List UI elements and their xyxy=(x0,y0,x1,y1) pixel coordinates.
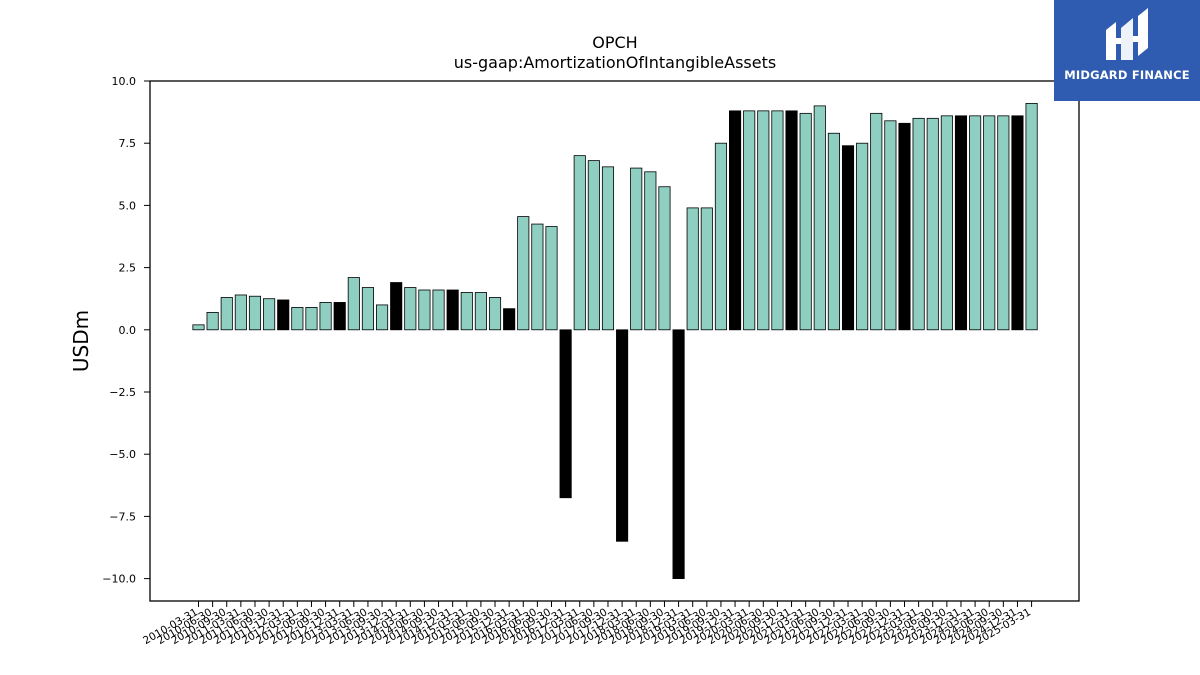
bar-2021-09-30 xyxy=(827,132,840,331)
bar-2019-03-31 xyxy=(686,207,699,331)
bar-2015-06-30 xyxy=(474,292,487,331)
y-tick-label: 0.0 xyxy=(119,324,137,337)
bar-2012-09-30 xyxy=(319,302,332,331)
bar-2016-03-31 xyxy=(517,216,530,331)
bar-2023-06-30 xyxy=(926,117,939,331)
bar-2024-12-31 xyxy=(1011,115,1024,331)
midgard-logo-icon xyxy=(1106,8,1148,60)
bar-2021-03-31 xyxy=(799,112,812,331)
chart-title: OPCH xyxy=(592,33,637,52)
bars-group xyxy=(192,102,1038,579)
bar-2014-03-31 xyxy=(404,287,417,331)
bar-2021-06-30 xyxy=(813,105,826,331)
bar-2023-09-30 xyxy=(940,115,953,331)
bar-2020-03-31 xyxy=(743,110,756,331)
y-axis-ticks: 10.0 7.5 5.0 2.5 0.0 −2.5 −5.0 −7.5 −10.0 xyxy=(102,75,150,586)
bar-2018-06-30 xyxy=(644,171,657,331)
y-tick-label: 10.0 xyxy=(112,75,137,88)
bar-2020-06-30 xyxy=(757,110,770,331)
bar-2012-06-30 xyxy=(305,307,318,331)
bar-2017-06-30 xyxy=(587,160,600,331)
bar-2022-09-30 xyxy=(884,120,897,331)
y-tick-label: 2.5 xyxy=(119,262,137,275)
bar-2010-09-30 xyxy=(220,297,233,331)
bar-2010-03-31 xyxy=(192,324,205,331)
bar-2014-09-30 xyxy=(432,289,445,331)
bar-2014-06-30 xyxy=(418,289,431,331)
bar-2022-03-31 xyxy=(856,142,869,331)
bar-2011-06-30 xyxy=(248,295,262,331)
bar-2017-12-31 xyxy=(616,329,629,542)
plot-frame xyxy=(149,80,1080,602)
bar-2010-06-30 xyxy=(206,311,219,331)
bar-2013-06-30 xyxy=(361,287,374,331)
y-tick-label: −7.5 xyxy=(109,510,136,523)
bar-2015-09-30 xyxy=(488,297,502,331)
bar-2013-03-31 xyxy=(347,277,360,331)
bar-2017-03-31 xyxy=(573,155,586,331)
chart-subtitle: us-gaap:AmortizationOfIntangibleAssets xyxy=(454,53,776,72)
bar-2024-03-31 xyxy=(969,115,982,331)
bar-2012-12-31 xyxy=(333,302,346,331)
bar-2015-03-31 xyxy=(460,292,473,331)
y-axis-label: USDm xyxy=(69,310,93,372)
y-tick-label: 5.0 xyxy=(119,199,137,212)
bar-2011-09-30 xyxy=(263,298,276,331)
bar-2019-09-30 xyxy=(714,142,727,331)
bar-2016-12-31 xyxy=(559,329,572,499)
bar-2022-12-31 xyxy=(898,122,911,331)
bar-2019-06-30 xyxy=(700,207,713,331)
bar-2018-12-31 xyxy=(672,329,685,579)
logo-text: MIDGARD FINANCE xyxy=(1064,68,1190,82)
bar-2011-03-31 xyxy=(234,294,247,331)
bar-2025-03-31 xyxy=(1025,102,1038,331)
bar-2020-09-30 xyxy=(771,110,784,331)
bar-2021-12-31 xyxy=(841,145,855,331)
bar-2022-06-30 xyxy=(870,112,883,331)
y-tick-label: −10.0 xyxy=(102,573,136,586)
bar-2016-09-30 xyxy=(545,226,558,331)
bar-2024-06-30 xyxy=(983,115,996,331)
bar-2017-09-30 xyxy=(601,166,615,331)
y-tick-label: −5.0 xyxy=(109,448,136,461)
bar-2012-03-31 xyxy=(291,307,304,331)
bar-2020-12-31 xyxy=(785,110,798,331)
y-tick-label: 7.5 xyxy=(119,137,137,150)
bar-2023-12-31 xyxy=(954,115,968,331)
bar-2011-12-31 xyxy=(277,299,290,331)
bar-2016-06-30 xyxy=(531,223,544,331)
y-tick-label: −2.5 xyxy=(109,386,136,399)
bar-2023-03-31 xyxy=(912,117,925,331)
midgard-finance-logo: MIDGARD FINANCE xyxy=(1054,0,1200,101)
bar-2015-12-31 xyxy=(503,308,516,331)
bar-2019-12-31 xyxy=(729,110,742,331)
x-axis-ticks: 2010-03-312010-06-302010-09-302011-03-31… xyxy=(141,601,1033,647)
bar-2018-03-31 xyxy=(630,167,643,331)
bar-2013-12-31 xyxy=(390,282,403,331)
bar-2024-09-30 xyxy=(997,115,1010,331)
bar-2014-12-31 xyxy=(446,289,459,331)
bar-2013-09-30 xyxy=(376,304,389,331)
bar-2018-09-30 xyxy=(658,186,671,331)
